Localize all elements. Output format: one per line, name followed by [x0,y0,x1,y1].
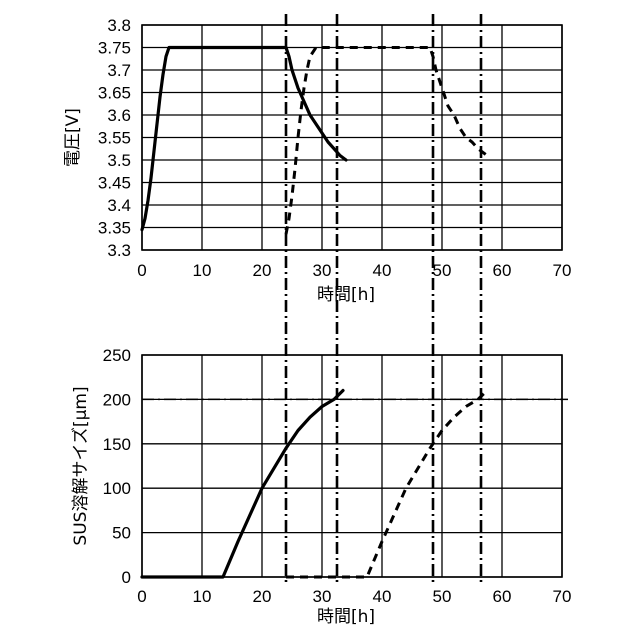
voltage-x-tick-label: 60 [493,261,512,280]
sus-x-tick-label: 20 [253,587,272,606]
sus-y-tick-label: 150 [103,435,131,454]
sus-series-solid [140,388,345,579]
voltage-y-tick-label: 3.65 [98,84,131,103]
sus-x-tick-label: 50 [433,587,452,606]
voltage-plot-frame [141,24,563,251]
sus-y-tick-label: 100 [103,479,131,498]
sus-x-tick-label: 70 [553,587,572,606]
voltage-y-axis-label: 電圧[V] [63,108,83,167]
voltage-x-tick-label: 40 [373,261,392,280]
voltage-y-tick-label: 3.6 [107,106,131,125]
voltage-x-tick-label: 30 [313,261,332,280]
voltage-x-tick-label: 20 [253,261,272,280]
sus-x-tick-label: 0 [137,587,146,606]
voltage-x-tick-label: 50 [433,261,452,280]
voltage-y-tick-label: 3.45 [98,174,131,193]
sus-x-tick-label: 60 [493,587,512,606]
voltage-y-tick-label: 3.4 [107,196,131,215]
voltage-series-dashed [284,46,491,235]
voltage-series-solid [140,45,348,232]
sus-x-axis-label: 時間[h] [317,607,375,627]
sus-series-dashed [286,389,489,579]
voltage-x-tick-label: 10 [193,261,212,280]
sus-x-tick-label: 10 [193,587,212,606]
voltage-y-tick-label: 3.5 [107,151,131,170]
voltage-x-axis-label: 時間[h] [317,285,375,305]
sus-x-tick-label: 30 [313,587,332,606]
voltage-y-tick-label: 3.3 [107,241,131,260]
sus-x-tick-label: 40 [373,587,392,606]
voltage-x-tick-label: 70 [553,261,572,280]
voltage-y-tick-label: 3.7 [107,61,131,80]
voltage-y-tick-label: 3.35 [98,219,131,238]
sus-y-tick-label: 50 [112,524,131,543]
voltage-y-tick-label: 3.55 [98,129,131,148]
voltage-chart: 0 10 20 30 40 50 60 70 3.3 3.35 3.4 3.45 3.5 3.55 3.6 3… [63,16,571,305]
sus-plot-frame [141,354,563,578]
sus-y-tick-label: 200 [103,390,131,409]
sus-y-tick-label: 250 [103,346,131,365]
sus-y-axis-label: SUS溶解サイズ[μm] [71,386,91,545]
time-marker-lines [284,14,483,582]
voltage-y-tick-label: 3.75 [98,39,131,58]
voltage-y-tick-label: 3.8 [107,16,131,35]
voltage-x-tick-label: 0 [137,261,146,280]
sus-y-tick-label: 0 [122,568,131,587]
sus-dissolution-chart: 0 10 20 30 40 50 60 70 0 50 100 150 200 250 時間[h] SUS溶解… [71,346,571,627]
